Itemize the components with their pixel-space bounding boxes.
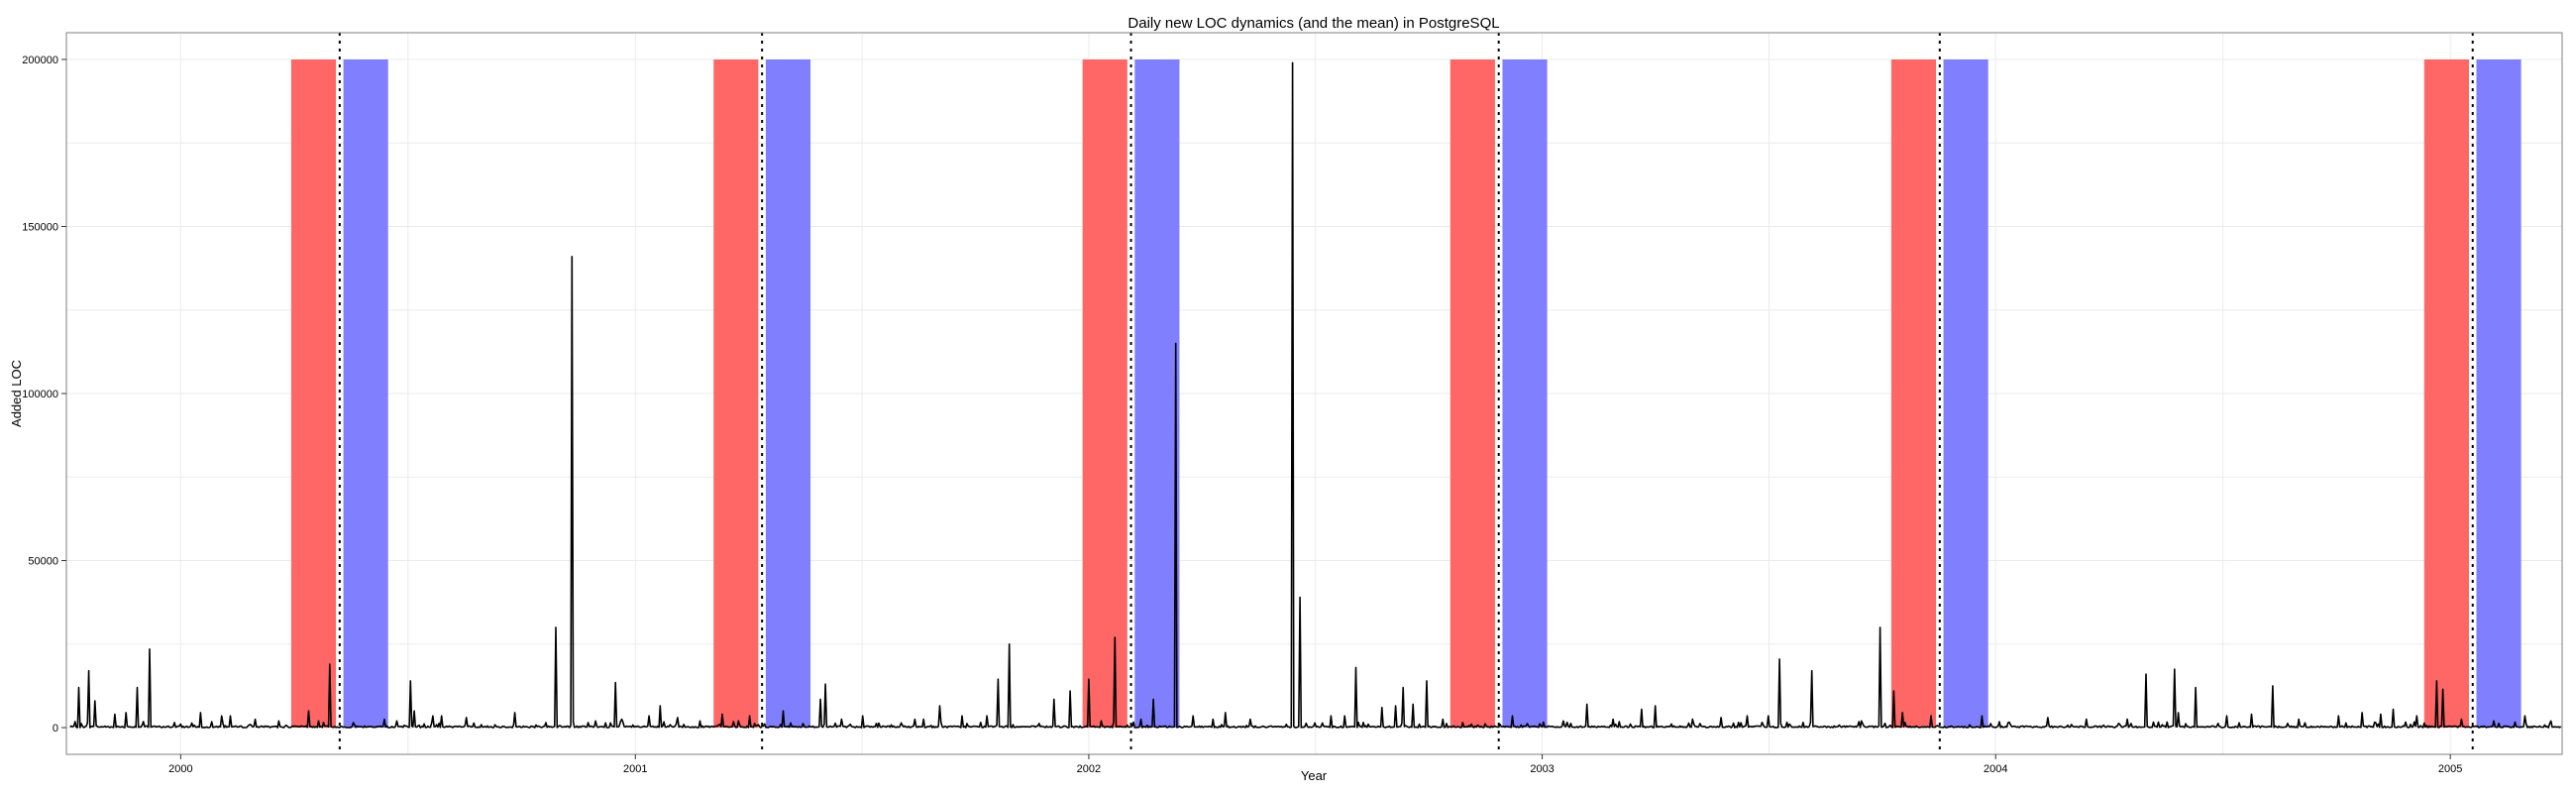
x-tick-label: 2005 [2438,763,2462,775]
y-tick-label: 100000 [22,389,58,400]
y-tick-label: 150000 [22,221,58,233]
post-release-band [343,58,388,729]
y-tick-label: 0 [53,723,58,735]
pre-release-band [1082,58,1127,729]
pre-release-band [1890,58,1937,729]
pre-release-band [1449,58,1495,729]
release-lines [338,33,2474,754]
x-tick-label: 2004 [1984,763,2007,775]
x-axis-label: Year [1301,768,1328,783]
post-release-band [1502,58,1548,729]
pre-release-band [2423,58,2469,729]
post-release-band [765,58,811,729]
y-axis-label: Added LOC [9,360,24,427]
pre-release-band [290,58,337,729]
x-tick-label: 2001 [623,763,647,775]
post-release-band [1134,58,1180,729]
axis-ticks: 0 50000 100000 150000 200000 2000 2001 2002 2003… [22,55,2462,775]
daily-loc-line [69,61,2562,729]
y-tick-label: 50000 [28,556,58,568]
pre-release-band [713,58,759,729]
x-tick-label: 2000 [168,763,192,775]
post-release-band [2476,58,2522,729]
y-tick-label: 200000 [22,55,58,66]
grid-lines [66,33,2562,754]
x-tick-label: 2002 [1077,763,1101,775]
x-tick-label: 2003 [1530,763,1554,775]
chart-title: Daily new LOC dynamics (and the mean) in… [1127,15,1499,32]
post-release-band [1943,58,1988,729]
release-bands [290,58,2522,729]
